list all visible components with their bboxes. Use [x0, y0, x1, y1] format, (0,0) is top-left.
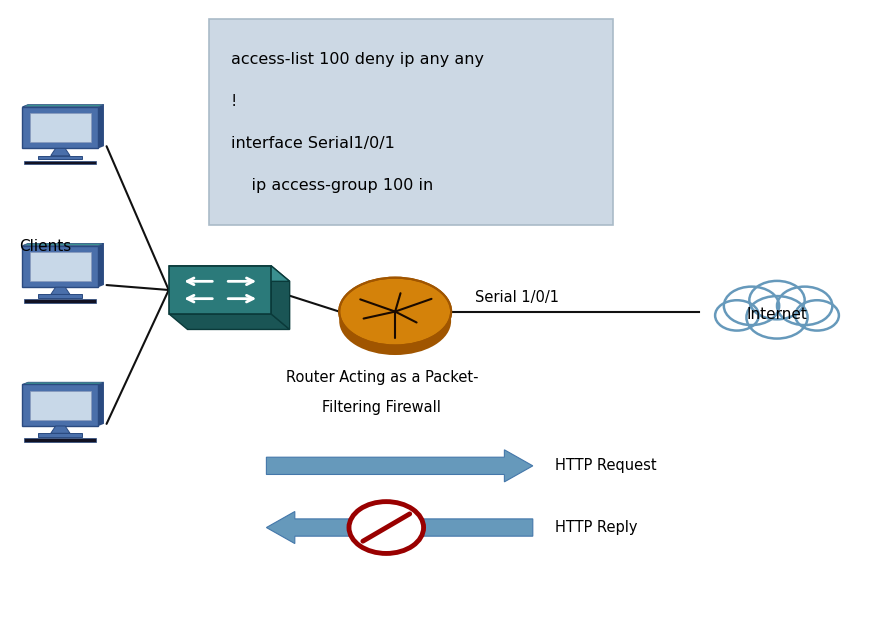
Polygon shape [99, 382, 104, 426]
Circle shape [796, 300, 839, 331]
Polygon shape [99, 104, 104, 149]
FancyBboxPatch shape [25, 299, 97, 303]
Polygon shape [272, 266, 289, 329]
Text: Clients: Clients [20, 239, 72, 254]
Polygon shape [51, 426, 70, 433]
Circle shape [747, 296, 807, 339]
FancyBboxPatch shape [25, 160, 97, 164]
Ellipse shape [339, 287, 451, 355]
Text: access-list 100 deny ip any any: access-list 100 deny ip any any [231, 52, 484, 67]
FancyBboxPatch shape [22, 384, 99, 426]
FancyBboxPatch shape [25, 438, 97, 442]
FancyBboxPatch shape [29, 252, 91, 281]
Polygon shape [22, 243, 104, 246]
Circle shape [349, 502, 424, 553]
Polygon shape [22, 104, 104, 107]
Text: ip access-group 100 in: ip access-group 100 in [231, 178, 433, 193]
Text: HTTP Request: HTTP Request [555, 458, 656, 473]
FancyBboxPatch shape [29, 114, 91, 143]
Text: Serial 1/0/1: Serial 1/0/1 [475, 290, 559, 305]
Circle shape [724, 287, 779, 325]
Text: HTTP Reply: HTTP Reply [555, 520, 638, 535]
Ellipse shape [339, 278, 451, 346]
FancyBboxPatch shape [22, 107, 99, 149]
FancyBboxPatch shape [38, 294, 83, 299]
Text: interface Serial1/0/1: interface Serial1/0/1 [231, 136, 395, 151]
Polygon shape [22, 382, 104, 384]
FancyBboxPatch shape [169, 266, 272, 314]
Text: Filtering Firewall: Filtering Firewall [322, 400, 441, 415]
Text: Internet: Internet [747, 307, 807, 322]
Polygon shape [51, 288, 70, 294]
Polygon shape [51, 149, 70, 155]
Circle shape [715, 300, 758, 331]
FancyArrow shape [266, 450, 533, 482]
Circle shape [777, 287, 832, 325]
FancyArrow shape [266, 511, 533, 544]
Polygon shape [169, 314, 289, 329]
Text: !: ! [231, 94, 237, 109]
FancyBboxPatch shape [38, 155, 83, 160]
FancyBboxPatch shape [29, 391, 91, 420]
FancyBboxPatch shape [38, 433, 83, 437]
Circle shape [749, 281, 805, 320]
Text: Router Acting as a Packet-: Router Acting as a Packet- [286, 370, 478, 385]
FancyBboxPatch shape [22, 246, 99, 288]
Polygon shape [169, 266, 289, 281]
Polygon shape [99, 243, 104, 288]
FancyBboxPatch shape [209, 19, 613, 225]
